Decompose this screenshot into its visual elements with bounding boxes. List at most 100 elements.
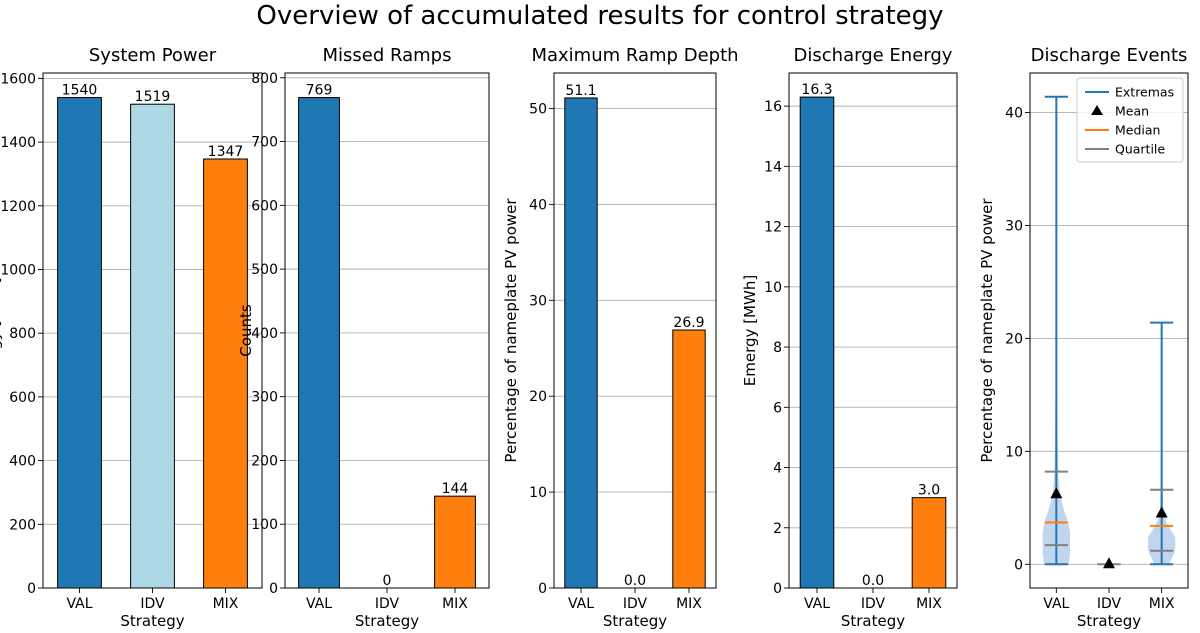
y-tick-label: 10 bbox=[1005, 444, 1023, 460]
y-tick-label: 20 bbox=[529, 389, 547, 405]
axes-frame bbox=[1029, 72, 1189, 589]
x-tick-label: MIX bbox=[442, 596, 468, 612]
y-tick-label: 30 bbox=[1005, 218, 1023, 234]
bar-value-label: 51.1 bbox=[565, 83, 596, 99]
subplot-2: 0 100 200 300 400 500 600 700 800 VAL IDV MIX 769 0 14… bbox=[237, 45, 490, 630]
x-tick-label: VAL bbox=[804, 596, 830, 612]
y-tick-label: 40 bbox=[529, 197, 547, 213]
y-tick-label: 800 bbox=[251, 71, 278, 87]
y-axis-label: Energy [MWh] bbox=[0, 277, 3, 383]
y-tick-label: 0 bbox=[27, 581, 36, 597]
y-axis-label: Percentage of nameplate PV power bbox=[978, 198, 996, 463]
bar-value-label: 769 bbox=[306, 83, 333, 99]
subplot-5: 0 10 20 30 40 VAL IDV MIX Extremas Mean Median Quar… bbox=[978, 45, 1189, 630]
x-tick-label: IDV bbox=[861, 596, 886, 612]
x-tick-label: IDV bbox=[623, 596, 648, 612]
subplot-title: Maximum Ramp Depth bbox=[531, 45, 738, 66]
y-tick-label: 600 bbox=[9, 390, 36, 406]
legend-label-mean: Mean bbox=[1115, 104, 1149, 119]
y-tick-label: 40 bbox=[1005, 106, 1023, 122]
legend: Extremas Mean Median Quartile bbox=[1076, 77, 1184, 163]
mean-marker bbox=[1050, 487, 1063, 499]
legend-label-extremas: Extremas bbox=[1115, 85, 1174, 100]
y-tick-label: 500 bbox=[251, 262, 278, 278]
x-tick-label: IDV bbox=[1097, 596, 1122, 612]
y-axis-label: Counts bbox=[237, 304, 255, 357]
bar-val bbox=[298, 97, 340, 589]
legend-box bbox=[1076, 77, 1184, 163]
y-tick-label: 400 bbox=[9, 454, 36, 470]
x-tick-label: MIX bbox=[676, 596, 702, 612]
y-tick-label: 12 bbox=[764, 220, 782, 236]
y-axis-label: Percentage of nameplate PV power bbox=[502, 198, 520, 463]
y-axis-label: Emergy [MWh] bbox=[741, 275, 759, 386]
subplot-title: Discharge Energy bbox=[794, 45, 953, 66]
x-axis-label: Strategy bbox=[120, 612, 184, 630]
legend-mean-marker bbox=[1091, 105, 1103, 115]
legend-label-quartile: Quartile bbox=[1115, 142, 1165, 157]
subplot-title: Discharge Events bbox=[1031, 45, 1188, 66]
x-tick-label: VAL bbox=[66, 596, 92, 612]
y-tick-label: 600 bbox=[251, 198, 278, 214]
y-tick-label: 2 bbox=[773, 521, 782, 537]
subplot-3: 0 10 20 30 40 50 VAL IDV MIX 51.1 0.0 26.9 Maximum R… bbox=[502, 45, 739, 630]
y-tick-label: 200 bbox=[251, 453, 278, 469]
x-axis-label: Strategy bbox=[841, 612, 905, 630]
legend-label-median: Median bbox=[1115, 123, 1160, 138]
bar-value-label: 3.0 bbox=[918, 483, 940, 499]
subplot-4: 0 2 4 6 8 10 12 14 16 VAL IDV MIX 16.3 0.0 3.0 Discharg… bbox=[741, 45, 958, 630]
subplot-title: Missed Ramps bbox=[323, 45, 452, 66]
y-tick-label: 6 bbox=[773, 400, 782, 416]
mean-marker bbox=[1155, 506, 1168, 518]
x-tick-label: VAL bbox=[1043, 596, 1069, 612]
x-axis-label: Strategy bbox=[355, 612, 419, 630]
axes-frame bbox=[553, 72, 717, 589]
y-tick-label: 10 bbox=[764, 280, 782, 296]
bar-value-label: 1540 bbox=[62, 83, 98, 99]
y-tick-label: 1400 bbox=[0, 135, 36, 151]
y-tick-label: 8 bbox=[773, 340, 782, 356]
y-tick-label: 400 bbox=[251, 326, 278, 342]
bar-val bbox=[799, 96, 835, 589]
bar-idv bbox=[130, 103, 175, 589]
y-tick-label: 300 bbox=[251, 390, 278, 406]
x-tick-label: MIX bbox=[1149, 596, 1175, 612]
y-tick-label: 0 bbox=[1014, 557, 1023, 573]
y-tick-label: 100 bbox=[251, 517, 278, 533]
y-tick-label: 20 bbox=[1005, 331, 1023, 347]
y-tick-label: 700 bbox=[251, 135, 278, 151]
x-axis-label: Strategy bbox=[603, 612, 667, 630]
x-tick-label: MIX bbox=[213, 596, 239, 612]
bar-value-label: 0.0 bbox=[624, 573, 646, 589]
bar-value-label: 26.9 bbox=[673, 315, 704, 331]
bar-value-label: 1519 bbox=[135, 89, 171, 105]
x-tick-label: VAL bbox=[306, 596, 332, 612]
y-tick-label: 0 bbox=[538, 581, 547, 597]
subplot-1: 0 200 400 600 800 1000 1200 1400 1600 VAL IDV MIX 15… bbox=[0, 45, 263, 630]
y-tick-label: 0 bbox=[269, 581, 278, 597]
bar-value-label: 16.3 bbox=[801, 82, 832, 98]
y-tick-label: 0 bbox=[773, 581, 782, 597]
x-axis-label: Strategy bbox=[1077, 612, 1141, 630]
y-tick-label: 50 bbox=[529, 101, 547, 117]
x-tick-label: IDV bbox=[375, 596, 400, 612]
x-tick-label: IDV bbox=[140, 596, 165, 612]
bar-mix bbox=[434, 495, 476, 589]
y-tick-label: 30 bbox=[529, 293, 547, 309]
bar-mix bbox=[911, 497, 947, 589]
bar-mix bbox=[203, 158, 248, 589]
bar-value-label: 0 bbox=[383, 573, 392, 589]
mean-marker bbox=[1103, 557, 1115, 569]
y-tick-label: 200 bbox=[9, 517, 36, 533]
y-tick-label: 14 bbox=[764, 159, 782, 175]
y-tick-label: 16 bbox=[764, 99, 782, 115]
y-tick-label: 800 bbox=[9, 326, 36, 342]
y-tick-label: 4 bbox=[773, 461, 782, 477]
y-tick-label: 1600 bbox=[0, 71, 36, 87]
y-tick-label: 1000 bbox=[0, 263, 36, 279]
bar-val bbox=[57, 97, 102, 589]
y-tick-label: 1200 bbox=[0, 199, 36, 215]
bar-value-label: 0.0 bbox=[862, 573, 884, 589]
x-tick-label: MIX bbox=[916, 596, 942, 612]
